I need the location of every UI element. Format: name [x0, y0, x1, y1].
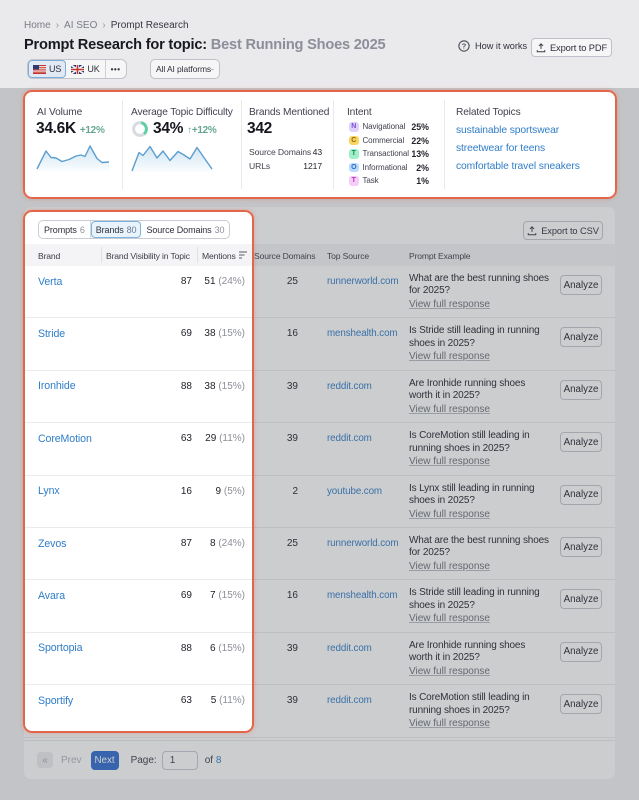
svg-text:?: ? — [462, 42, 467, 51]
